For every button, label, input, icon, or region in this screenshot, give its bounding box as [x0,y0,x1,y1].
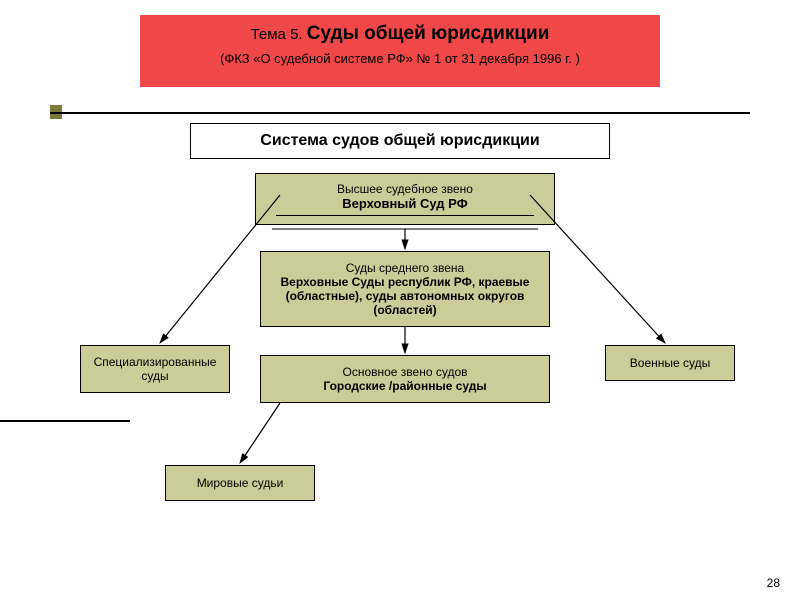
node-bottom-line2: Городские /районные суды [323,379,486,393]
rule-bar [50,112,750,114]
node-left-text: Специализированные суды [87,355,223,383]
subtitle-text: Система судов общей юрисдикции [260,132,539,150]
node-bottom: Основное звено судов Городские /районные… [260,355,550,403]
node-left: Специализированные суды [80,345,230,393]
left-edge-rule [0,420,130,422]
node-middle: Суды среднего звена Верховные Суды респу… [260,251,550,327]
node-top-line2: Верховный Суд РФ [342,196,468,211]
node-top-divider [276,215,533,216]
title-banner: Тема 5. Суды общей юрисдикции (ФКЗ «О су… [140,15,660,87]
node-middle-line2: Верховные Суды республик РФ, краевые (об… [267,275,543,317]
node-lowest: Мировые судьи [165,465,315,501]
node-top: Высшее судебное звено Верховный Суд РФ [255,173,555,225]
node-middle-line1: Суды среднего звена [346,261,464,275]
title-main: Суды общей юрисдикции [307,23,550,44]
node-top-line1: Высшее судебное звено [337,182,473,196]
node-right-text: Военные суды [630,356,710,370]
horizontal-rule [50,105,750,119]
node-bottom-line1: Основное звено судов [342,365,467,379]
title-prefix: Тема 5. [251,26,307,43]
node-right: Военные суды [605,345,735,381]
subtitle-box: Система судов общей юрисдикции [190,123,610,159]
title-sub: (ФКЗ «О судебной системе РФ» № 1 от 31 д… [150,51,650,66]
slide-root: Тема 5. Суды общей юрисдикции (ФКЗ «О су… [50,15,750,585]
title-line-1: Тема 5. Суды общей юрисдикции [150,23,650,45]
node-lowest-text: Мировые судьи [197,476,284,490]
page-number: 28 [767,576,780,590]
